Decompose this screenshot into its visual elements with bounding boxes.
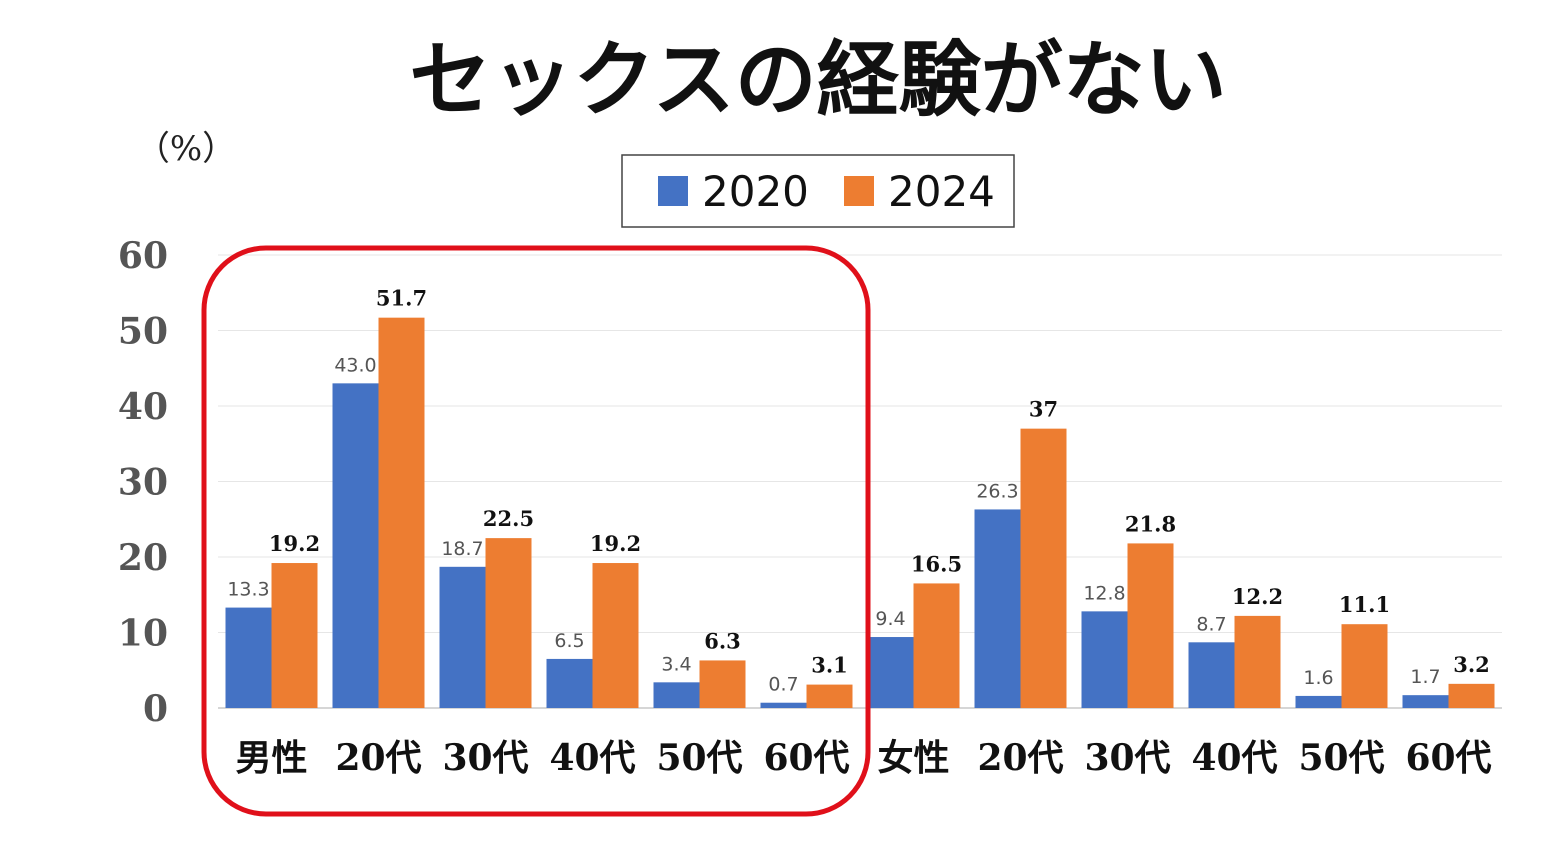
legend-swatch-2024 — [844, 176, 874, 206]
x-tick-label: 50代 — [656, 737, 742, 779]
x-axis: 男性 20代 30代 40代 50代 60代 女性 20代 30代 40代 50代 60代 — [235, 737, 1491, 779]
data-label-2020: 18.7 — [441, 538, 483, 560]
data-label-2024: 19.2 — [590, 531, 641, 556]
bar-2020 — [1081, 611, 1128, 708]
bar-2024 — [1234, 615, 1281, 708]
bar-2024 — [592, 563, 639, 708]
data-label-2020: 43.0 — [334, 354, 376, 376]
x-tick-label: 40代 — [1191, 737, 1277, 779]
data-label-2024: 16.5 — [911, 551, 962, 576]
data-label-2020: 3.4 — [661, 653, 691, 675]
data-label-2024: 51.7 — [376, 286, 427, 311]
data-label-2024: 12.2 — [1232, 584, 1283, 609]
legend: 2020 2024 — [621, 154, 1015, 228]
bar-2020 — [760, 702, 807, 708]
data-label-2020: 1.7 — [1410, 666, 1440, 688]
y-unit-label: （%） — [136, 129, 236, 169]
data-label-2020: 1.6 — [1303, 667, 1333, 689]
grid-lines — [218, 254, 1502, 709]
legend-swatch-2020 — [658, 176, 688, 206]
y-tick-label: 20 — [118, 537, 168, 579]
x-tick-label: 女性 — [877, 737, 949, 779]
bars — [225, 317, 1495, 708]
y-tick-label: 30 — [118, 462, 168, 504]
x-tick-label: 50代 — [1298, 737, 1384, 779]
data-label-2020: 6.5 — [554, 630, 584, 652]
data-label-2020: 9.4 — [875, 608, 905, 630]
data-label-2024: 11.1 — [1339, 592, 1390, 617]
x-tick-label: 20代 — [335, 737, 421, 779]
x-tick-label: 40代 — [549, 737, 635, 779]
data-label-2024: 3.1 — [811, 653, 848, 678]
bar-2024 — [806, 684, 853, 708]
bar-2024 — [485, 538, 532, 708]
y-tick-label: 50 — [118, 311, 168, 353]
y-axis: 0 10 20 30 40 50 60 — [118, 235, 168, 730]
bar-2024 — [1127, 543, 1174, 708]
bar-2020 — [332, 383, 379, 708]
x-tick-label: 男性 — [235, 737, 307, 779]
bar-2020 — [1402, 695, 1449, 708]
data-labels: 13.3 19.2 43.0 51.7 18.722.5 6.5 19.2 3.4 6.3 0.7… — [227, 286, 1489, 696]
bar-2024 — [378, 317, 425, 708]
bar-2020 — [653, 682, 700, 708]
bar-2020 — [1295, 695, 1342, 708]
data-label-2020: 0.7 — [768, 674, 798, 696]
data-label-2024: 6.3 — [704, 628, 741, 653]
y-tick-label: 0 — [143, 688, 168, 730]
x-tick-label: 60代 — [763, 737, 849, 779]
y-tick-label: 60 — [118, 235, 168, 277]
legend-label-2020: 2020 — [702, 167, 809, 216]
data-label-2024: 37 — [1029, 397, 1058, 422]
data-label-2024: 19.2 — [269, 531, 320, 556]
bar-2024 — [1448, 683, 1495, 708]
bar-2024 — [271, 563, 318, 708]
x-tick-label: 60代 — [1405, 737, 1491, 779]
data-label-2020: 8.7 — [1196, 613, 1226, 635]
bar-2024 — [1341, 624, 1388, 708]
legend-label-2024: 2024 — [888, 167, 995, 216]
y-tick-label: 10 — [118, 613, 168, 655]
bar-2024 — [913, 583, 960, 708]
data-label-2024: 22.5 — [483, 506, 534, 531]
bar-2020 — [867, 637, 914, 708]
bar-2020 — [439, 566, 486, 708]
bar-2020 — [546, 658, 593, 708]
x-tick-label: 30代 — [442, 737, 528, 779]
bar-2020 — [1188, 642, 1235, 708]
data-label-2024: 3.2 — [1453, 652, 1490, 677]
bar-2020 — [225, 607, 272, 708]
highlight-frame — [201, 245, 871, 817]
data-label-2020: 26.3 — [976, 480, 1018, 502]
bar-2024 — [1020, 428, 1067, 708]
bar-2024 — [699, 660, 746, 708]
data-label-2020: 12.8 — [1083, 582, 1125, 604]
x-tick-label: 30代 — [1084, 737, 1170, 779]
y-tick-label: 40 — [118, 386, 168, 428]
data-label-2020: 13.3 — [227, 579, 269, 601]
chart-title: セックスの経験がない — [409, 32, 1227, 128]
x-tick-label: 20代 — [977, 737, 1063, 779]
data-label-2024: 21.8 — [1125, 511, 1176, 536]
bar-2020 — [974, 509, 1021, 708]
